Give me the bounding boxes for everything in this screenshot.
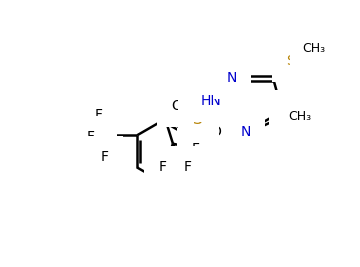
Text: S: S xyxy=(193,112,203,127)
Text: F: F xyxy=(158,160,166,174)
Text: O: O xyxy=(171,99,182,113)
Text: O: O xyxy=(211,125,221,139)
Text: HN: HN xyxy=(201,94,222,108)
Text: F: F xyxy=(95,108,103,122)
Text: N: N xyxy=(283,104,294,118)
Text: F: F xyxy=(184,160,192,174)
Text: CH₃: CH₃ xyxy=(302,42,325,56)
Text: CH₃: CH₃ xyxy=(288,110,311,123)
Text: F: F xyxy=(87,130,95,144)
Text: F: F xyxy=(191,142,199,156)
Text: N: N xyxy=(227,71,238,85)
Text: F: F xyxy=(101,150,109,164)
Text: N: N xyxy=(241,125,251,139)
Text: S: S xyxy=(287,54,295,68)
